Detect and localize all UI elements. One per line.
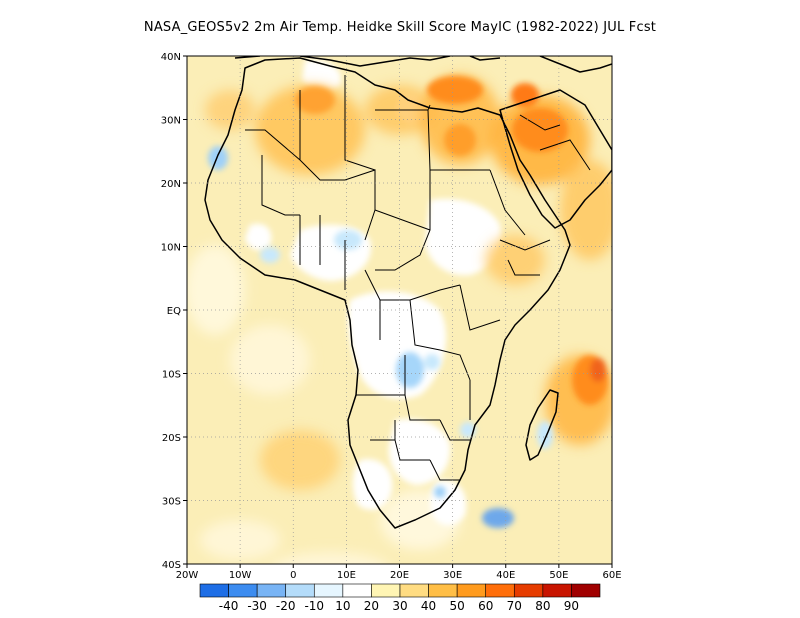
colorbar-labels: -40 -30 -20 -10 10 20 30 40 50 60 70 80 90 (219, 599, 579, 613)
colorbar-label: 70 (507, 599, 522, 613)
lat-tick-label: 10N (161, 243, 181, 254)
gridlines (187, 56, 612, 564)
lon-tick-label: 20W (176, 570, 199, 581)
negative-skill-areas (208, 146, 553, 528)
lon-tick-label: 30E (443, 570, 462, 581)
colorbar-swatch (399, 583, 429, 598)
lon-tick-label: 10E (337, 570, 356, 581)
colorbar-swatch (285, 583, 315, 598)
colorbar (199, 583, 601, 598)
colorbar-label: -10 (304, 599, 324, 613)
coastlines (204, 56, 612, 529)
colorbar-swatch (571, 583, 601, 598)
lat-tick-label: 30S (162, 497, 181, 508)
colorbar-label: 20 (364, 599, 379, 613)
lon-tick-label: 0 (290, 570, 296, 581)
madagascar-coastline (525, 389, 559, 461)
lon-tick-label: 20E (390, 570, 409, 581)
colorbar-label: 50 (450, 599, 465, 613)
colorbar-swatch (313, 583, 344, 598)
colorbar-label: -20 (276, 599, 296, 613)
colorbar-label: 30 (392, 599, 407, 613)
longitude-axis: 20W 10W 0 10E 20E 30E 40E 50E 60E (176, 564, 622, 581)
colorbar-label: -40 (219, 599, 239, 613)
skill-field (187, 56, 612, 564)
africa-coastline (204, 57, 571, 529)
colorbar-label: 40 (421, 599, 436, 613)
lat-tick-label: 20N (161, 179, 181, 190)
lat-tick-label: EQ (167, 306, 181, 317)
country-borders (245, 75, 591, 481)
colorbar-swatch (256, 583, 287, 598)
colorbar-swatch (342, 583, 372, 598)
colorbar-label: 90 (564, 599, 579, 613)
colorbar-swatch (371, 583, 401, 598)
colorbar-swatch (199, 583, 229, 598)
colorbar-label: 10 (335, 599, 350, 613)
colorbar-swatch (228, 583, 258, 598)
lon-tick-label: 10W (229, 570, 252, 581)
lat-tick-label: 10S (162, 370, 181, 381)
europe-coastline (234, 56, 612, 73)
colorbar-swatch (513, 583, 544, 598)
colorbar-swatch (456, 583, 487, 598)
lon-tick-label: 60E (602, 570, 621, 581)
lat-tick-label: 40N (161, 52, 181, 63)
colorbar-swatch (542, 583, 572, 598)
colorbar-label: -30 (247, 599, 267, 613)
latitude-axis: 40N 30N 20N 10N EQ 10S 20S 30S 40S (161, 52, 187, 571)
lat-tick-label: 30N (161, 116, 181, 127)
lat-tick-label: 40S (162, 560, 181, 571)
lon-tick-label: 40E (496, 570, 515, 581)
lat-tick-label: 20S (162, 433, 181, 444)
colorbar-label: 80 (535, 599, 550, 613)
low-skill-patches (187, 245, 460, 564)
arabia-coastline (499, 89, 612, 229)
colorbar-label: 60 (478, 599, 493, 613)
colorbar-swatch (428, 583, 458, 598)
map-title: NASA_GEOS5v2 2m Air Temp. Heidke Skill S… (143, 20, 657, 35)
colorbar-swatch (485, 583, 515, 598)
lon-tick-label: 50E (549, 570, 568, 581)
